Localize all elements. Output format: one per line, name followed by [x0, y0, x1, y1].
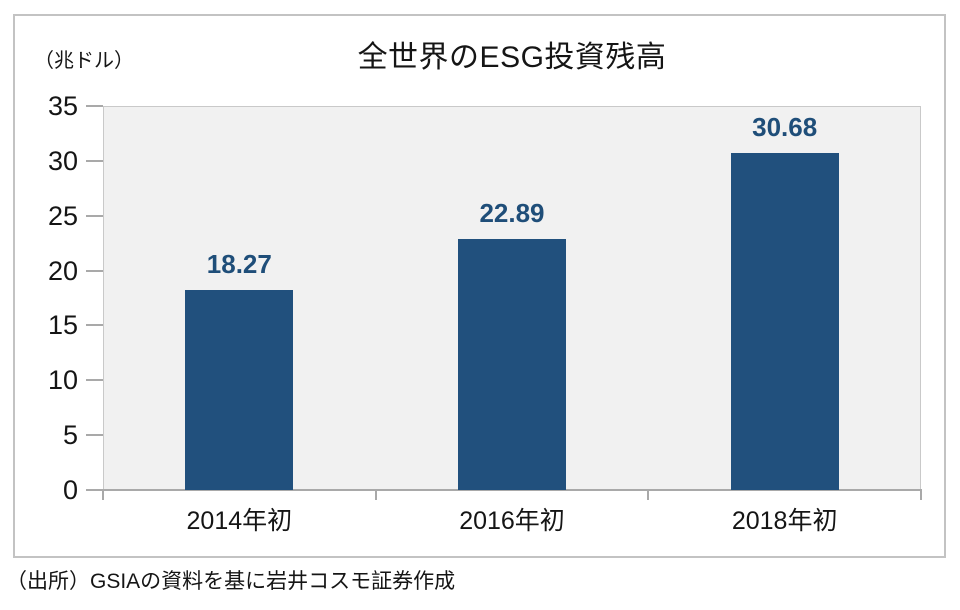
y-axis-tick-label: 25 — [47, 200, 78, 231]
y-axis-tick — [86, 434, 103, 437]
x-axis-category-label: 2014年初 — [186, 507, 293, 535]
y-axis-tick-label: 0 — [62, 475, 78, 505]
bar-value-label: 18.27 — [206, 248, 272, 279]
y-axis-tick — [86, 105, 103, 107]
x-axis-line — [86, 489, 922, 491]
chart-title: 全世界のESG投資残高 — [357, 41, 667, 74]
y-axis-tick — [86, 269, 103, 272]
bar — [185, 289, 294, 490]
y-axis-tick-label: 30 — [47, 145, 78, 176]
y-axis-tick — [86, 379, 103, 382]
y-axis-tick — [86, 489, 103, 491]
x-axis-category-label: 2016年初 — [459, 507, 565, 535]
bar — [458, 238, 566, 490]
bar-value-label: 30.68 — [752, 112, 818, 143]
bar-value-label: 22.89 — [479, 197, 545, 228]
y-axis-tick-label: 5 — [62, 420, 78, 451]
source-note: （出所）GSIAの資料を基に岩井コスモ証券作成 — [6, 570, 456, 593]
y-axis-unit-label: （兆ドル） — [34, 50, 134, 72]
x-axis-tick — [102, 490, 104, 500]
y-axis-tick — [86, 159, 103, 162]
x-axis-tick — [920, 490, 922, 500]
x-axis-category-label: 2018年初 — [731, 507, 838, 535]
y-axis-tick-label: 15 — [47, 310, 78, 341]
x-axis-tick — [647, 490, 650, 500]
y-axis-tick-label: 20 — [47, 255, 78, 286]
y-axis-tick-label: 10 — [47, 365, 78, 396]
bar — [730, 153, 839, 490]
y-axis-tick — [86, 324, 103, 327]
y-axis-tick — [86, 214, 103, 217]
y-axis-tick-label: 35 — [47, 91, 78, 121]
x-axis-tick — [374, 490, 377, 500]
